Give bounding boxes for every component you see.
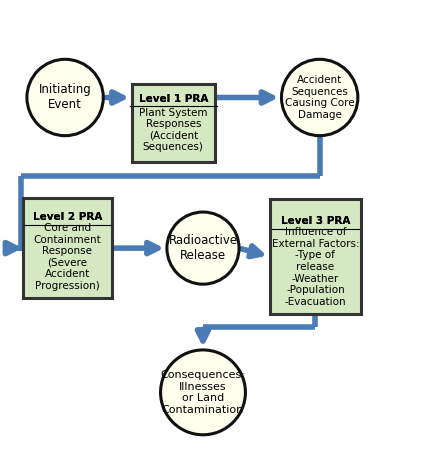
Text: Consequences:
Illnesses
or Land
Contamination: Consequences: Illnesses or Land Contamin… bbox=[160, 370, 246, 415]
FancyBboxPatch shape bbox=[132, 84, 215, 162]
Text: Influence of
External Factors:
-Type of
release
-Weather
-Population
-Evacuation: Influence of External Factors: -Type of … bbox=[272, 227, 359, 307]
Text: Level 1 PRA: Level 1 PRA bbox=[139, 94, 208, 104]
Circle shape bbox=[160, 350, 246, 435]
Circle shape bbox=[281, 59, 358, 136]
Text: Accident
Sequences
Causing Core
Damage: Accident Sequences Causing Core Damage bbox=[285, 75, 354, 120]
FancyBboxPatch shape bbox=[23, 198, 112, 298]
Text: Plant System
Responses
(Accident
Sequences): Plant System Responses (Accident Sequenc… bbox=[139, 108, 208, 152]
Text: Level 3 PRA: Level 3 PRA bbox=[281, 216, 350, 226]
Circle shape bbox=[27, 59, 103, 136]
Text: Core and
Containment
Response
(Severe
Accident
Progression): Core and Containment Response (Severe Ac… bbox=[33, 223, 101, 291]
Text: Level 2 PRA: Level 2 PRA bbox=[32, 212, 102, 222]
Text: Initiating
Event: Initiating Event bbox=[39, 84, 91, 112]
Text: Radioactive
Release: Radioactive Release bbox=[168, 234, 238, 262]
Text: Level 2 PRA: Level 2 PRA bbox=[32, 212, 102, 222]
Circle shape bbox=[167, 212, 239, 284]
FancyBboxPatch shape bbox=[270, 200, 361, 314]
Text: Level 1 PRA: Level 1 PRA bbox=[139, 94, 208, 104]
Text: Level 3 PRA: Level 3 PRA bbox=[281, 216, 350, 226]
